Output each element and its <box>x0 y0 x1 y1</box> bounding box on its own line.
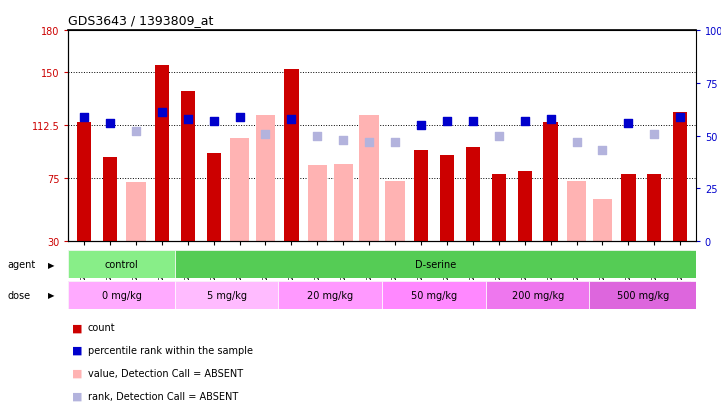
Text: ■: ■ <box>72 323 83 332</box>
Text: ■: ■ <box>72 391 83 401</box>
Text: rank, Detection Call = ABSENT: rank, Detection Call = ABSENT <box>88 391 238 401</box>
Bar <box>544 122 558 242</box>
Point <box>182 116 193 123</box>
Text: 500 mg/kg: 500 mg/kg <box>616 290 669 300</box>
Bar <box>440 156 454 242</box>
Point <box>156 110 167 116</box>
Bar <box>590 281 696 309</box>
Point <box>545 116 557 123</box>
Bar <box>518 171 532 242</box>
Bar <box>593 199 612 242</box>
Text: 0 mg/kg: 0 mg/kg <box>102 290 141 300</box>
Bar <box>230 139 249 242</box>
Bar <box>126 183 146 242</box>
Point <box>493 133 505 140</box>
Point <box>105 120 116 127</box>
Text: 20 mg/kg: 20 mg/kg <box>307 290 353 300</box>
Bar <box>673 112 687 242</box>
Text: 200 mg/kg: 200 mg/kg <box>511 290 564 300</box>
Text: count: count <box>88 323 115 332</box>
Bar <box>68 281 174 309</box>
Text: 50 mg/kg: 50 mg/kg <box>411 290 457 300</box>
Bar <box>334 164 353 242</box>
Bar <box>308 166 327 242</box>
Bar <box>77 122 91 242</box>
Bar <box>360 115 379 242</box>
Point <box>597 148 609 154</box>
Text: control: control <box>105 260 138 270</box>
Text: percentile rank within the sample: percentile rank within the sample <box>88 345 253 355</box>
Bar <box>256 115 275 242</box>
Text: ▶: ▶ <box>48 290 55 299</box>
Bar <box>103 157 117 242</box>
Text: ■: ■ <box>72 345 83 355</box>
Bar <box>284 70 298 242</box>
Text: ■: ■ <box>72 368 83 378</box>
Bar <box>68 251 174 279</box>
Point <box>674 114 686 121</box>
Point <box>311 133 323 140</box>
Bar <box>486 281 590 309</box>
Bar <box>567 181 586 242</box>
Point <box>441 118 453 125</box>
Bar <box>647 174 661 242</box>
Bar <box>382 281 486 309</box>
Point <box>260 131 271 138</box>
Text: dose: dose <box>7 290 30 300</box>
Bar <box>174 251 696 279</box>
Point <box>415 122 427 129</box>
Bar <box>180 91 195 242</box>
Bar <box>466 147 480 242</box>
Text: GDS3643 / 1393809_at: GDS3643 / 1393809_at <box>68 14 214 27</box>
Bar <box>622 174 635 242</box>
Text: value, Detection Call = ABSENT: value, Detection Call = ABSENT <box>88 368 243 378</box>
Bar <box>414 150 428 242</box>
Point <box>286 116 297 123</box>
Point <box>234 114 245 121</box>
Point <box>519 118 531 125</box>
Point <box>571 139 583 146</box>
Bar <box>385 181 404 242</box>
Bar <box>155 66 169 242</box>
Text: D-serine: D-serine <box>415 260 456 270</box>
Bar <box>492 174 506 242</box>
Text: agent: agent <box>7 260 35 270</box>
Point <box>467 118 479 125</box>
Bar <box>278 281 382 309</box>
Point <box>363 139 375 146</box>
Bar <box>174 281 278 309</box>
Bar <box>206 153 221 242</box>
Point <box>208 118 219 125</box>
Text: ▶: ▶ <box>48 260 55 269</box>
Point <box>648 131 660 138</box>
Point <box>337 137 349 144</box>
Point <box>130 129 141 135</box>
Text: 5 mg/kg: 5 mg/kg <box>207 290 247 300</box>
Point <box>389 139 401 146</box>
Point <box>623 120 634 127</box>
Point <box>79 114 90 121</box>
